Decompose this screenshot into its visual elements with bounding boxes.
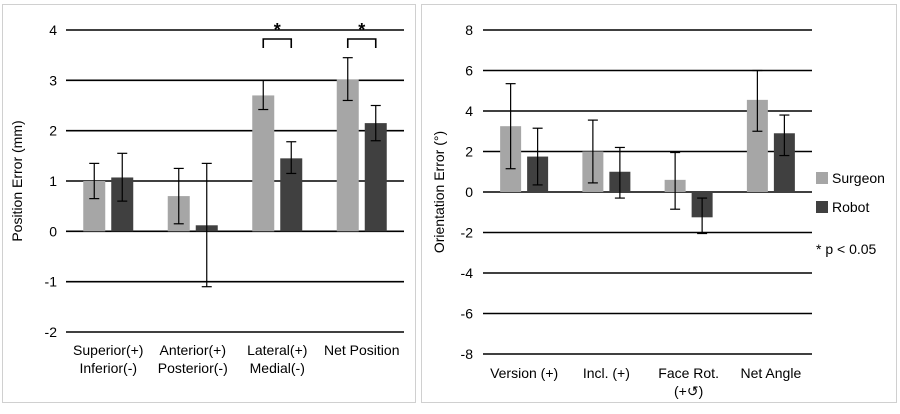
y-tick-label: 2 xyxy=(49,123,57,139)
orientation-error-chart: -8 -6 -4 -2 0 2 4 6 8 Orientation Error (°) Versio… xyxy=(431,22,812,399)
right-panel-border xyxy=(421,4,897,403)
y-tick-label: -8 xyxy=(461,346,474,362)
y-tick-label: 4 xyxy=(49,22,57,38)
y-tick-label: -1 xyxy=(45,274,58,290)
x-category-label: Inferior(-) xyxy=(79,360,137,376)
y-tick-label: -4 xyxy=(461,265,474,281)
surgeon-bar xyxy=(252,95,275,232)
x-category-label: (+↺) xyxy=(674,383,703,399)
y-axis-title: Position Error (mm) xyxy=(9,120,25,241)
left-panel-border xyxy=(2,4,416,403)
significance-note: * p < 0.05 xyxy=(816,241,877,257)
significance-marker: * xyxy=(358,20,365,40)
x-category-label: Net Position xyxy=(324,342,399,358)
legend-label: Surgeon xyxy=(832,170,885,186)
y-tick-label: -2 xyxy=(461,225,474,241)
robot-legend-swatch xyxy=(816,201,828,213)
robot-bar xyxy=(111,177,134,232)
x-category-label: Medial(-) xyxy=(250,360,305,376)
x-category-label: Incl. (+) xyxy=(583,365,630,381)
significance-bracket xyxy=(346,38,377,48)
surgeon-bar xyxy=(336,79,359,232)
y-tick-label: -2 xyxy=(45,324,58,340)
surgeon-legend-swatch xyxy=(816,172,828,184)
y-tick-label: 8 xyxy=(465,22,473,38)
surgeon-bar xyxy=(83,181,106,232)
x-category-label: Lateral(+) xyxy=(247,342,307,358)
x-category-label: Posterior(-) xyxy=(158,360,228,376)
y-tick-label: 1 xyxy=(49,173,57,189)
y-tick-label: 4 xyxy=(465,103,473,119)
y-tick-label: 0 xyxy=(465,184,473,200)
y-axis-title: Orientation Error (°) xyxy=(431,131,447,253)
y-tick-label: 2 xyxy=(465,144,473,160)
position-error-chart: -2 -1 0 1 2 3 4 Position Error (mm) Superior(+) I… xyxy=(9,20,404,376)
x-category-label: Version (+) xyxy=(490,365,558,381)
y-tick-label: 0 xyxy=(49,223,57,239)
robot-bar xyxy=(364,123,387,232)
x-category-label: Superior(+) xyxy=(73,342,143,358)
y-tick-label: 3 xyxy=(49,72,57,88)
significance-bracket xyxy=(262,38,293,48)
legend: Surgeon Robot * p < 0.05 xyxy=(816,170,885,257)
y-tick-label: -6 xyxy=(461,306,474,322)
x-category-label: Anterior(+) xyxy=(159,342,226,358)
x-category-label: Net Angle xyxy=(741,365,802,381)
robot-bar xyxy=(773,133,795,192)
y-tick-label: 6 xyxy=(465,63,473,79)
legend-label: Robot xyxy=(832,199,869,215)
robot-bar xyxy=(280,158,303,232)
significance-marker: * xyxy=(274,20,281,40)
surgeon-bar xyxy=(746,99,768,192)
x-category-label: Face Rot. xyxy=(658,365,719,381)
